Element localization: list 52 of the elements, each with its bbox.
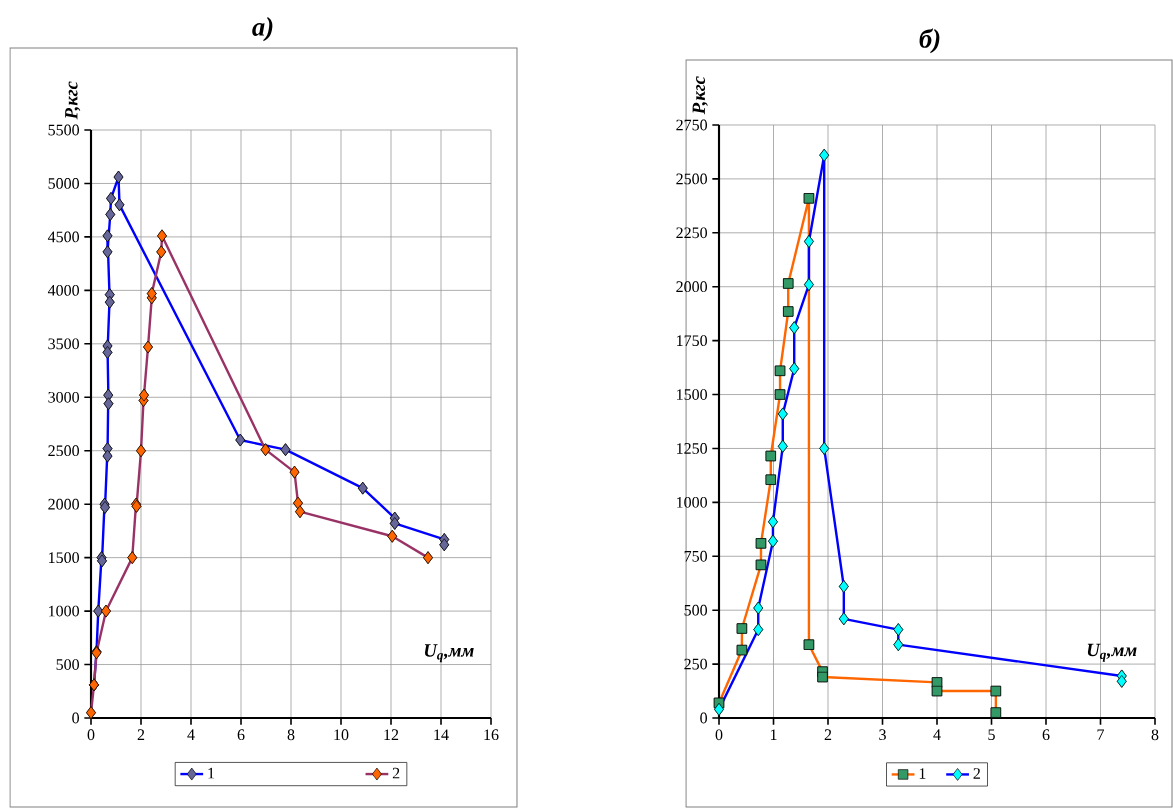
chart-title: а)	[252, 17, 273, 42]
y-tick-label: 2500	[676, 173, 708, 185]
y-tick-label: 0	[700, 712, 708, 724]
y-tick-label: 2000	[48, 498, 80, 510]
y-tick-label: 5000	[48, 178, 80, 189]
x-tick-label: 14	[434, 729, 449, 740]
x-tick-label: 0	[715, 729, 723, 741]
y-tick-label: 750	[684, 550, 708, 562]
y-axis-title: P,кгс	[65, 81, 81, 120]
y-tick-label: 0	[72, 712, 80, 724]
y-tick-label: 250	[684, 658, 708, 670]
y-tick-label: 2500	[48, 445, 80, 457]
y-tick-label: 5500	[48, 124, 80, 136]
y-tick-label: 2250	[676, 227, 708, 239]
y-axis-title: P,кгс	[692, 76, 708, 115]
y-tick-label: 2750	[676, 119, 708, 131]
y-tick-label: 1250	[677, 443, 708, 454]
x-tick-label: 2	[137, 729, 145, 740]
y-tick-label: 1500	[677, 389, 708, 400]
x-tick-label: 8	[287, 729, 295, 741]
y-tick-label: 1500	[49, 552, 80, 564]
y-tick-label: 1000	[49, 605, 80, 617]
y-tick-label: 3000	[48, 391, 80, 403]
x-tick-label: 6	[237, 729, 245, 741]
legend-label: 1	[208, 767, 215, 779]
x-tick-label: 5	[988, 729, 995, 740]
x-tick-label: 12	[384, 729, 399, 740]
x-tick-label: 0	[87, 729, 95, 741]
y-tick-label: 500	[684, 604, 708, 616]
x-tick-label: 2	[824, 729, 832, 740]
y-tick-label: 3500	[48, 338, 80, 350]
x-tick-label: 16	[484, 729, 499, 741]
y-tick-label: 1750	[677, 335, 708, 347]
y-tick-label: 4000	[47, 284, 80, 296]
legend-label: 2	[392, 767, 400, 779]
y-tick-label: 1000	[677, 496, 708, 508]
x-axis-title: U$_{q}$,мм	[424, 644, 474, 663]
x-tick-label: 8	[1151, 729, 1159, 741]
y-tick-label: 2000	[676, 281, 708, 293]
y-tick-label: 500	[56, 659, 80, 670]
chart-title: б)	[919, 28, 940, 54]
legend-label: 2	[973, 768, 980, 779]
x-tick-label: 1	[770, 729, 777, 740]
x-tick-label: 6	[1042, 729, 1050, 741]
x-tick-label: 4	[933, 729, 941, 740]
x-tick-label: 7	[1097, 729, 1105, 740]
x-tick-label: 3	[879, 729, 886, 741]
legend-label: 1	[919, 768, 926, 779]
x-tick-label: 10	[334, 729, 349, 741]
x-axis-title: U$_{q}$,мм	[1087, 643, 1137, 662]
y-tick-label: 4500	[47, 231, 80, 243]
x-tick-label: 4	[187, 729, 195, 740]
